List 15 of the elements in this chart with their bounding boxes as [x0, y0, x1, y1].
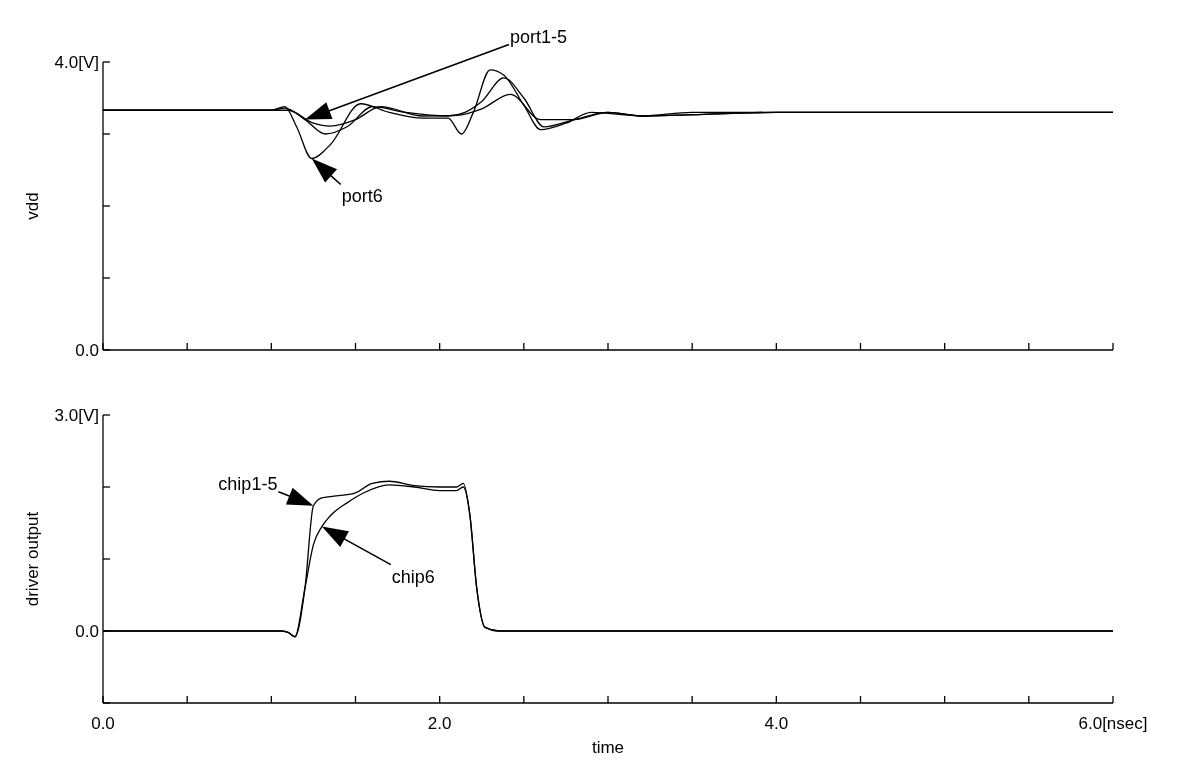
y-axis-title: driver output: [23, 511, 42, 607]
text: chip1-5: [218, 473, 278, 494]
x-axis-title: time: [591, 738, 625, 757]
text: chip6: [391, 566, 435, 587]
x-tick-label: 2.0: [427, 714, 452, 733]
y-tick-label: 0.0: [75, 340, 99, 360]
y-tick-label: 0.0: [75, 621, 99, 641]
legend-label: port6: [341, 186, 383, 207]
y-tick-label: 4.0[V]: [54, 52, 99, 72]
series-label: port1-5: [510, 26, 568, 47]
x-tick-label: 6.0[nsec]: [1078, 714, 1148, 733]
x-tick-label: 4.0: [764, 714, 789, 733]
y-tick-label: 3.0[V]: [54, 405, 99, 425]
y-axis-title: vdd: [23, 192, 42, 220]
x-tick-label: 0.0: [91, 714, 115, 733]
